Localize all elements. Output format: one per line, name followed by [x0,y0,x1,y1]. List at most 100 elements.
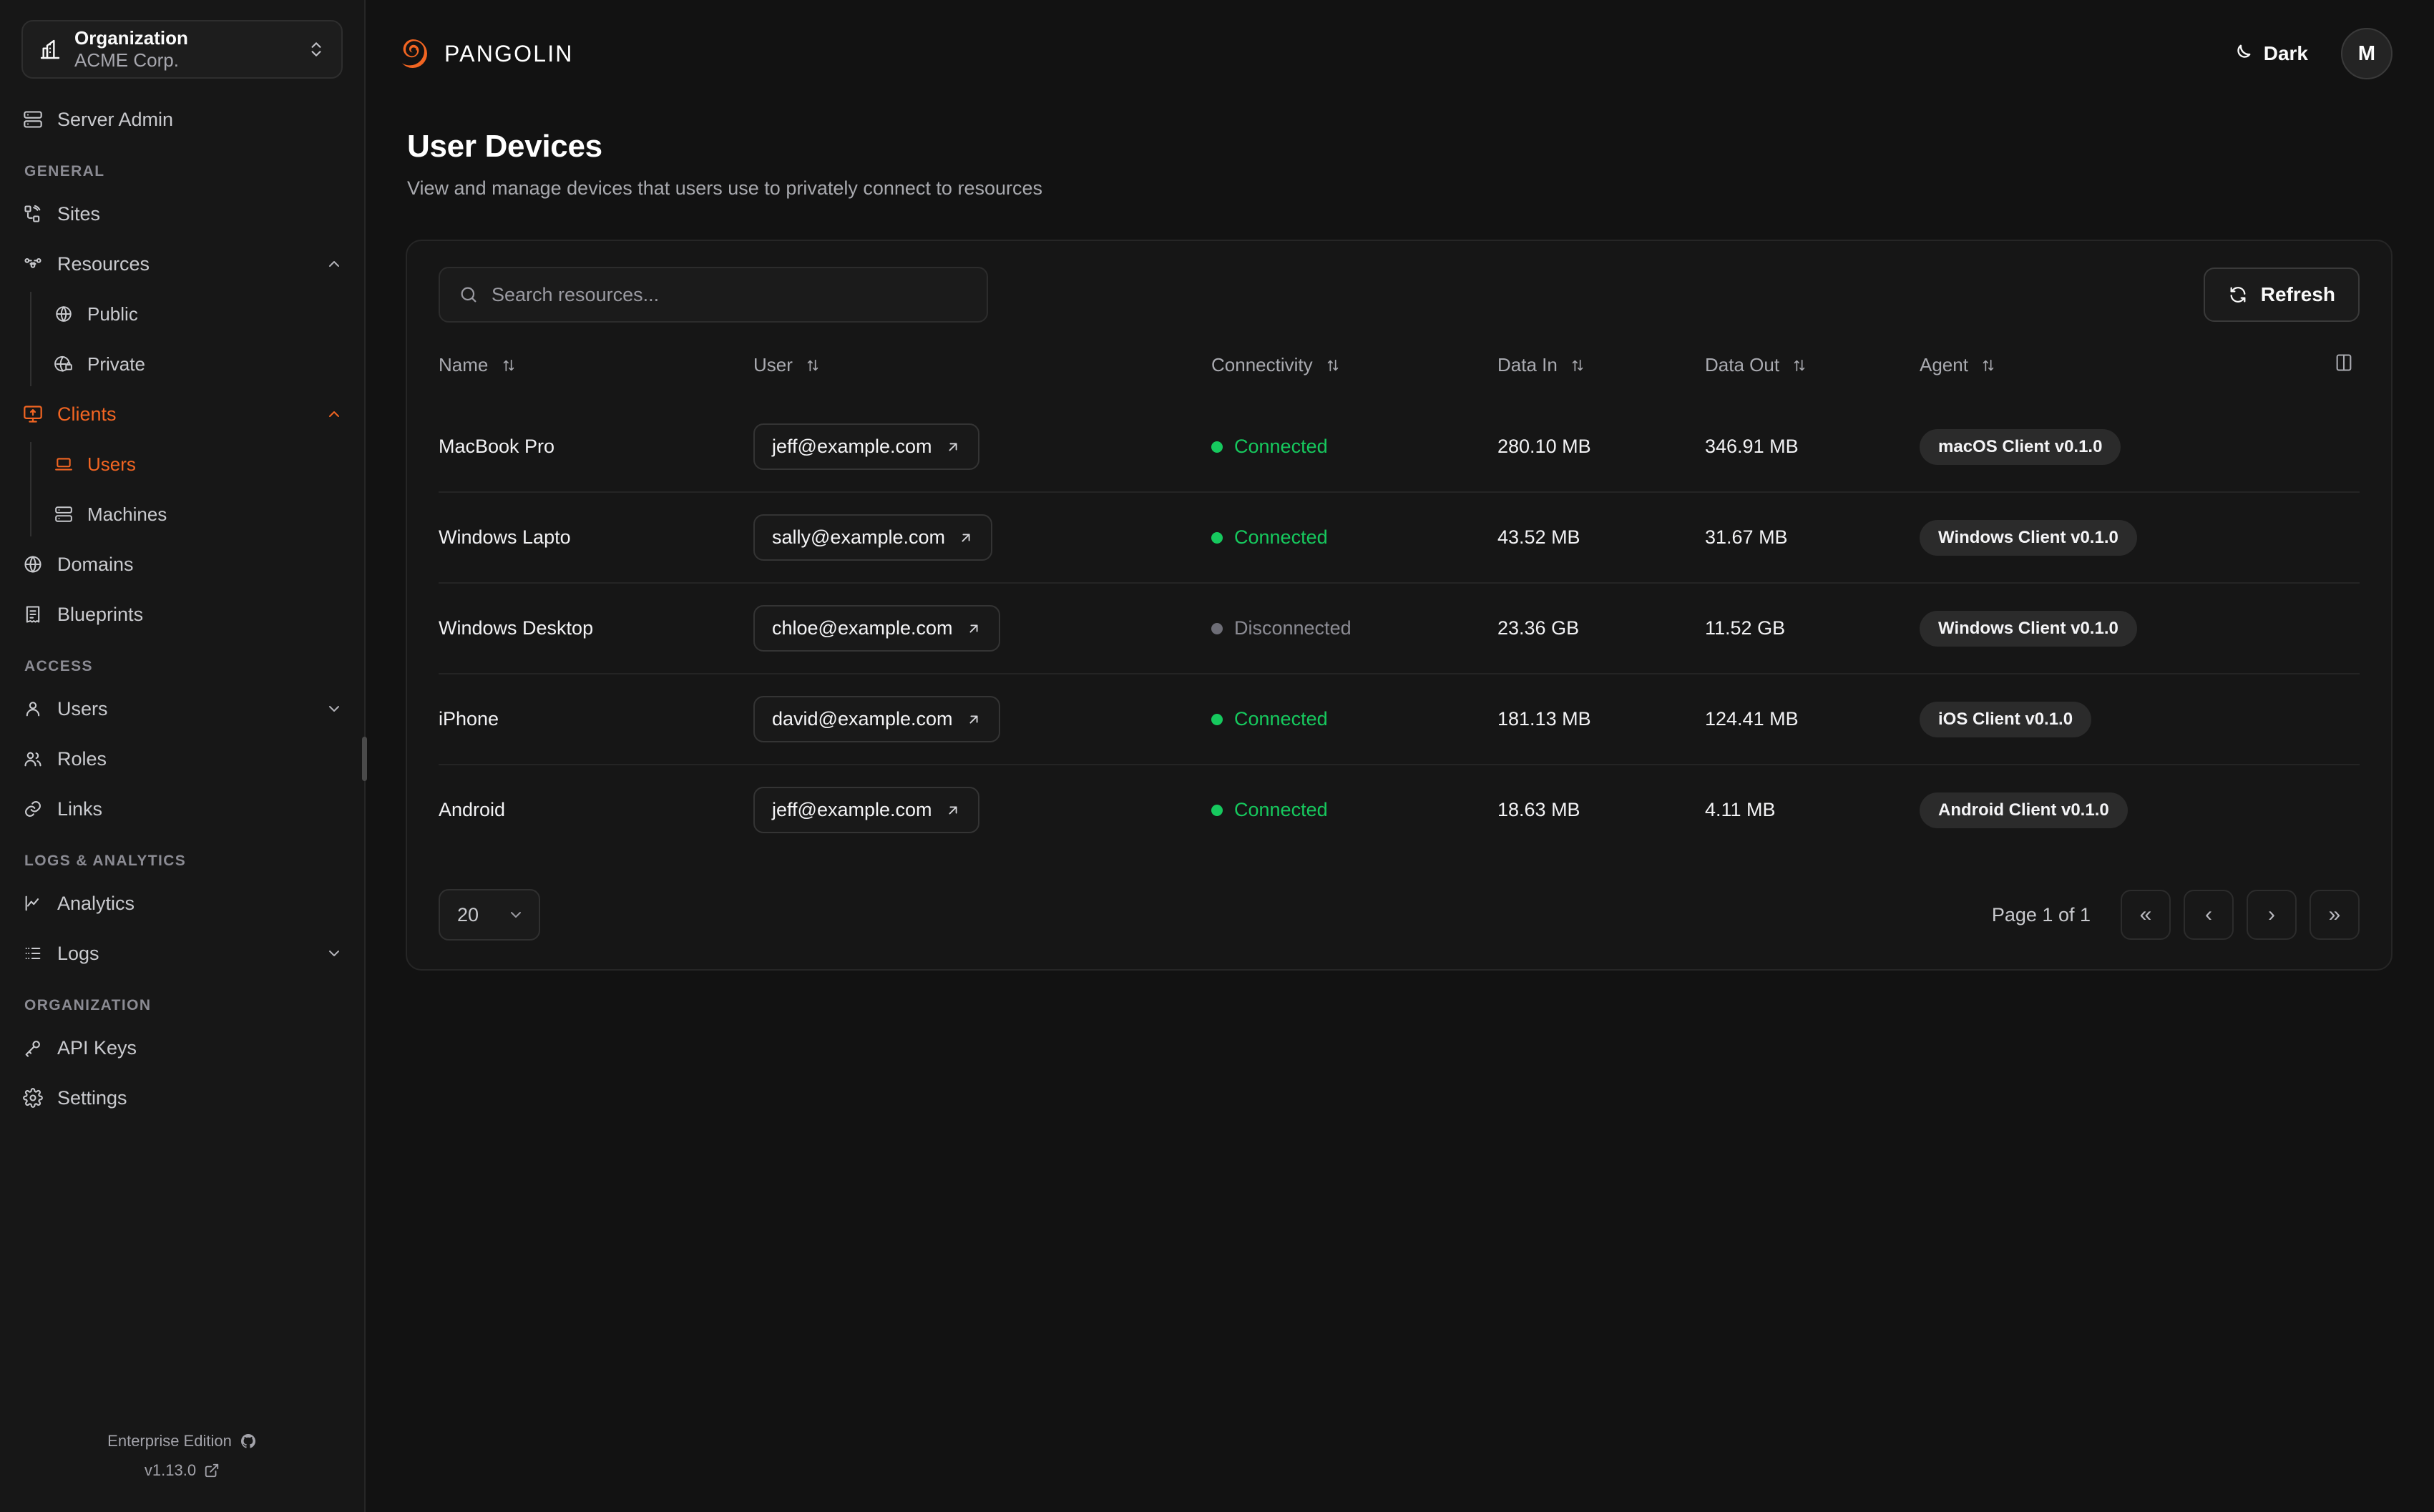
user-chip[interactable]: jeff@example.com [753,423,979,470]
table-header-row: Name User [439,353,2360,402]
avatar[interactable]: M [2341,28,2393,79]
chevron-down-icon[interactable] [326,945,343,962]
sidebar-item-clients[interactable]: Clients [0,389,364,439]
list-icon [23,943,43,963]
edition-row[interactable]: Enterprise Edition [0,1426,364,1456]
cell-actions [2295,764,2360,855]
data-in-value: 43.52 MB [1497,526,1580,548]
sort-icon[interactable] [1980,358,1996,373]
sort-icon[interactable] [1325,358,1341,373]
version-label: v1.13.0 [144,1461,197,1479]
page-size-select[interactable]: 20 [439,889,540,941]
cell-data-in: 18.63 MB [1497,764,1705,855]
sidebar-item-users-clients[interactable]: Users [0,439,364,489]
sidebar-item-private[interactable]: Private [0,339,364,389]
table-row[interactable]: iPhone david@example.com Connected 181.13 M… [439,673,2360,765]
agent-badge: iOS Client v0.1.0 [1920,701,2092,737]
sort-icon[interactable] [1792,358,1807,373]
sidebar-item-label: Blueprints [57,603,144,625]
cell-data-out: 346.91 MB [1705,402,1920,492]
column-header-connectivity[interactable]: Connectivity [1211,353,1497,402]
sidebar-item-settings[interactable]: Settings [0,1073,364,1123]
cell-actions [2295,673,2360,765]
first-page-button[interactable]: « [2121,890,2171,940]
refresh-button[interactable]: Refresh [2203,267,2360,322]
sidebar-item-api-keys[interactable]: API Keys [0,1023,364,1073]
status-dot-icon [1211,804,1223,816]
data-out-value: 11.52 GB [1705,617,1786,639]
user-chip[interactable]: sally@example.com [753,514,992,561]
agent-badge: Windows Client v0.1.0 [1920,519,2137,556]
user-chip[interactable]: jeff@example.com [753,787,979,833]
table-row[interactable]: Windows Desktop chloe@example.com Disconne… [439,582,2360,674]
column-header-agent[interactable]: Agent [1920,353,2295,402]
sort-icon[interactable] [1570,358,1585,373]
sort-icon[interactable] [805,358,821,373]
table-row[interactable]: Android jeff@example.com Connected 18.63 MB… [439,764,2360,855]
column-header-user[interactable]: User [753,353,1211,402]
device-name: MacBook Pro [439,436,555,457]
cell-actions [2295,582,2360,674]
refresh-icon [2228,285,2248,305]
cell-connectivity: Connected [1211,764,1497,855]
sidebar-item-domains[interactable]: Domains [0,539,364,589]
cell-connectivity: Connected [1211,402,1497,492]
org-switcher[interactable]: Organization ACME Corp. [21,20,343,79]
sidebar-item-blueprints[interactable]: Blueprints [0,589,364,639]
column-header-name[interactable]: Name [439,353,753,402]
brand[interactable]: PANGOLIN [396,36,574,71]
cell-user: david@example.com [753,673,1211,765]
column-label: Agent [1920,354,1968,375]
status-dot-icon [1211,622,1223,634]
column-header-data-in[interactable]: Data In [1497,353,1705,402]
last-page-button[interactable]: » [2310,890,2360,940]
table-row[interactable]: Windows Lapto sally@example.com Connected 4… [439,491,2360,583]
sidebar-section-access: ACCESS [24,658,93,674]
data-out-value: 4.11 MB [1705,799,1776,820]
sidebar-item-resources[interactable]: Resources [0,239,364,289]
sidebar-section-general: GENERAL [24,163,105,180]
sidebar-item-sites[interactable]: Sites [0,189,364,239]
sidebar-item-links[interactable]: Links [0,784,364,834]
user-email: david@example.com [772,708,953,730]
user-chip[interactable]: david@example.com [753,696,1000,742]
prev-page-button[interactable]: ‹ [2184,890,2234,940]
next-page-button[interactable]: › [2247,890,2297,940]
sidebar-item-label: API Keys [57,1036,137,1059]
sidebar-resize-handle[interactable] [362,737,367,781]
chevron-down-icon[interactable] [326,700,343,717]
data-in-value: 181.13 MB [1497,708,1591,730]
sort-icon[interactable] [501,358,517,373]
page-title: User Devices [407,129,602,164]
table-row[interactable]: MacBook Pro jeff@example.com Connected 280.… [439,402,2360,492]
avatar-initial: M [2357,41,2376,65]
sidebar-item-users[interactable]: Users [0,684,364,734]
chevron-up-down-icon [307,40,326,59]
search-input[interactable] [492,283,968,306]
chevron-up-icon[interactable] [326,255,343,273]
column-header-actions [2295,353,2360,402]
cell-data-out: 4.11 MB [1705,764,1920,855]
sidebar-item-logs[interactable]: Logs [0,928,364,978]
search-box[interactable] [439,267,988,323]
sidebar-item-roles[interactable]: Roles [0,734,364,784]
devices-card: Refresh Name [406,240,2393,971]
sidebar-item-analytics[interactable]: Analytics [0,878,364,928]
pager-glyph: ‹ [2205,903,2212,926]
sidebar-item-public[interactable]: Public [0,289,364,339]
theme-toggle-button[interactable]: Dark [2221,35,2318,72]
columns-icon[interactable] [2334,353,2354,373]
sidebar-section-organization: ORGANIZATION [24,997,152,1013]
link-icon [23,799,43,819]
chevron-up-icon[interactable] [326,406,343,423]
user-chip[interactable]: chloe@example.com [753,605,1000,652]
devices-table: Name User [439,353,2360,855]
sidebar-item-machines[interactable]: Machines [0,489,364,539]
cell-agent: macOS Client v0.1.0 [1920,402,2295,492]
column-header-data-out[interactable]: Data Out [1705,353,1920,402]
version-row[interactable]: v1.13.0 [0,1456,364,1485]
cell-data-out: 31.67 MB [1705,491,1920,583]
sidebar-item-server-admin[interactable]: Server Admin [0,94,364,144]
cell-data-out: 11.52 GB [1705,582,1920,674]
cell-actions [2295,402,2360,492]
